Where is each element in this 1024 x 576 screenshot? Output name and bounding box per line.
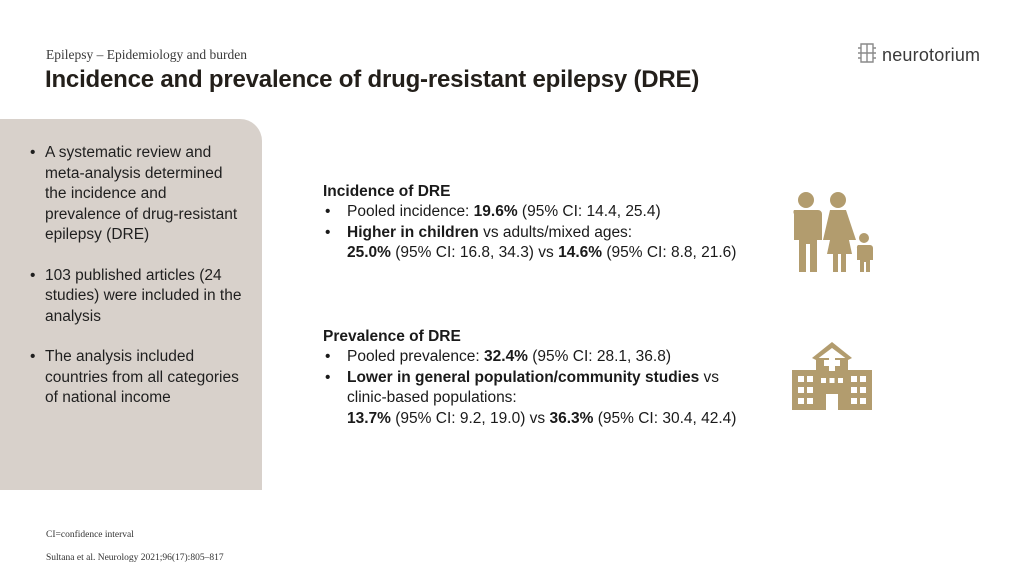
incidence-comparison: 25.0% (95% CI: 16.8, 34.3) vs 14.6% (95%… — [347, 244, 737, 261]
summary-item: A systematic review and meta-analysis de… — [0, 143, 262, 246]
logo-text: neurotorium — [882, 44, 981, 65]
prevalence-section: Prevalence of DRE Pooled prevalence: 32.… — [323, 327, 736, 429]
summary-panel: A systematic review and meta-analysis de… — [0, 119, 262, 490]
incidence-heading: Incidence of DRE — [323, 183, 451, 200]
prevalence-bullet: Pooled prevalence: 32.4% (95% CI: 28.1, … — [323, 347, 736, 368]
summary-item: 103 published articles (24 studies) were… — [0, 266, 262, 328]
incidence-bullet: Pooled incidence: 19.6% (95% CI: 14.4, 2… — [323, 202, 736, 223]
prevalence-comparison: 13.7% (95% CI: 9.2, 19.0) vs 36.3% (95% … — [347, 409, 737, 427]
prevalence-bullet: Lower in general population/community st… — [323, 368, 736, 389]
slide-title: Incidence and prevalence of drug-resista… — [45, 66, 700, 93]
summary-list: A systematic review and meta-analysis de… — [0, 119, 262, 409]
citation: Sultana et al. Neurology 2021;96(17):805… — [46, 553, 224, 563]
neurotorium-logo: neurotorium — [856, 42, 980, 68]
prevalence-comparison-label: clinic-based populations: — [347, 389, 517, 406]
incidence-section: Incidence of DRE Pooled incidence: 19.6%… — [323, 182, 736, 264]
neurotorium-logo-icon — [856, 41, 878, 70]
slide-subtitle: Epilepsy – Epidemiology and burden — [46, 47, 247, 62]
incidence-bullet: Higher in children vs adults/mixed ages: — [323, 223, 736, 244]
summary-item: The analysis included countries from all… — [0, 347, 262, 409]
abbreviation-note: CI=confidence interval — [46, 530, 134, 540]
family-icon — [788, 190, 878, 277]
prevalence-heading: Prevalence of DRE — [323, 328, 461, 345]
hospital-icon — [790, 342, 874, 415]
